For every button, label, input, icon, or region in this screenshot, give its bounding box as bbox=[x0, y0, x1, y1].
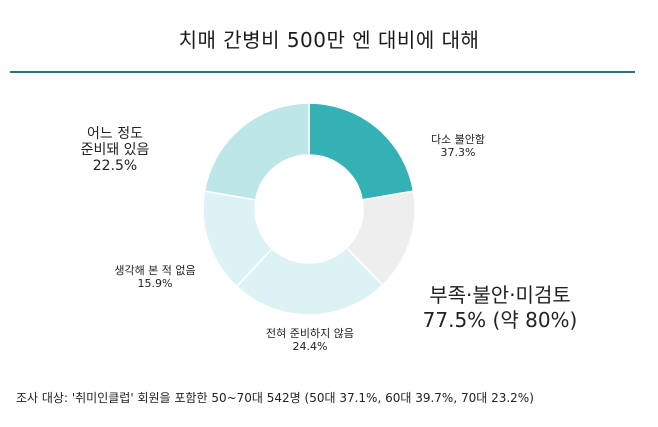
label-prepared-value: 22.5% bbox=[92, 158, 138, 175]
donut-slice-4 bbox=[203, 102, 310, 201]
title-divider bbox=[10, 71, 635, 73]
donut-slices bbox=[202, 102, 416, 316]
label-prepared: 어느 정도 준비돼 있음 22.5% bbox=[50, 126, 180, 174]
label-not-prepared: 전혀 준비하지 않음 24.4% bbox=[240, 327, 380, 353]
label-somewhat-anxious-value: 37.3% bbox=[440, 145, 476, 159]
label-never-thought-value: 15.9% bbox=[137, 276, 173, 290]
label-not-prepared-name: 전혀 준비하지 않음 bbox=[266, 327, 354, 340]
summary-callout: 부족·불안·미검토 77.5% (약 80%) bbox=[395, 283, 605, 333]
label-never-thought: 생각해 본 적 없음 15.9% bbox=[100, 264, 210, 290]
summary-line2: 77.5% (약 80%) bbox=[422, 308, 578, 332]
summary-line1: 부족·불안·미검토 bbox=[429, 283, 571, 307]
label-never-thought-name: 생각해 본 적 없음 bbox=[114, 264, 196, 277]
label-somewhat-anxious-name: 다소 불안함 bbox=[430, 133, 486, 146]
donut-slice-2 bbox=[235, 246, 384, 316]
label-somewhat-anxious: 다소 불안함 37.3% bbox=[418, 133, 498, 159]
label-prepared-line2: 준비돼 있음 bbox=[80, 142, 150, 159]
survey-footnote: 조사 대상: '취미인클럽' 회원을 포함한 50~70대 542명 (50대 … bbox=[16, 391, 534, 405]
donut-slice-0 bbox=[308, 102, 415, 201]
label-prepared-line1: 어느 정도 bbox=[87, 126, 143, 142]
label-not-prepared-value: 24.4% bbox=[292, 339, 328, 353]
chart-title: 치매 간병비 500만 엔 대비에 대해 bbox=[178, 28, 480, 52]
